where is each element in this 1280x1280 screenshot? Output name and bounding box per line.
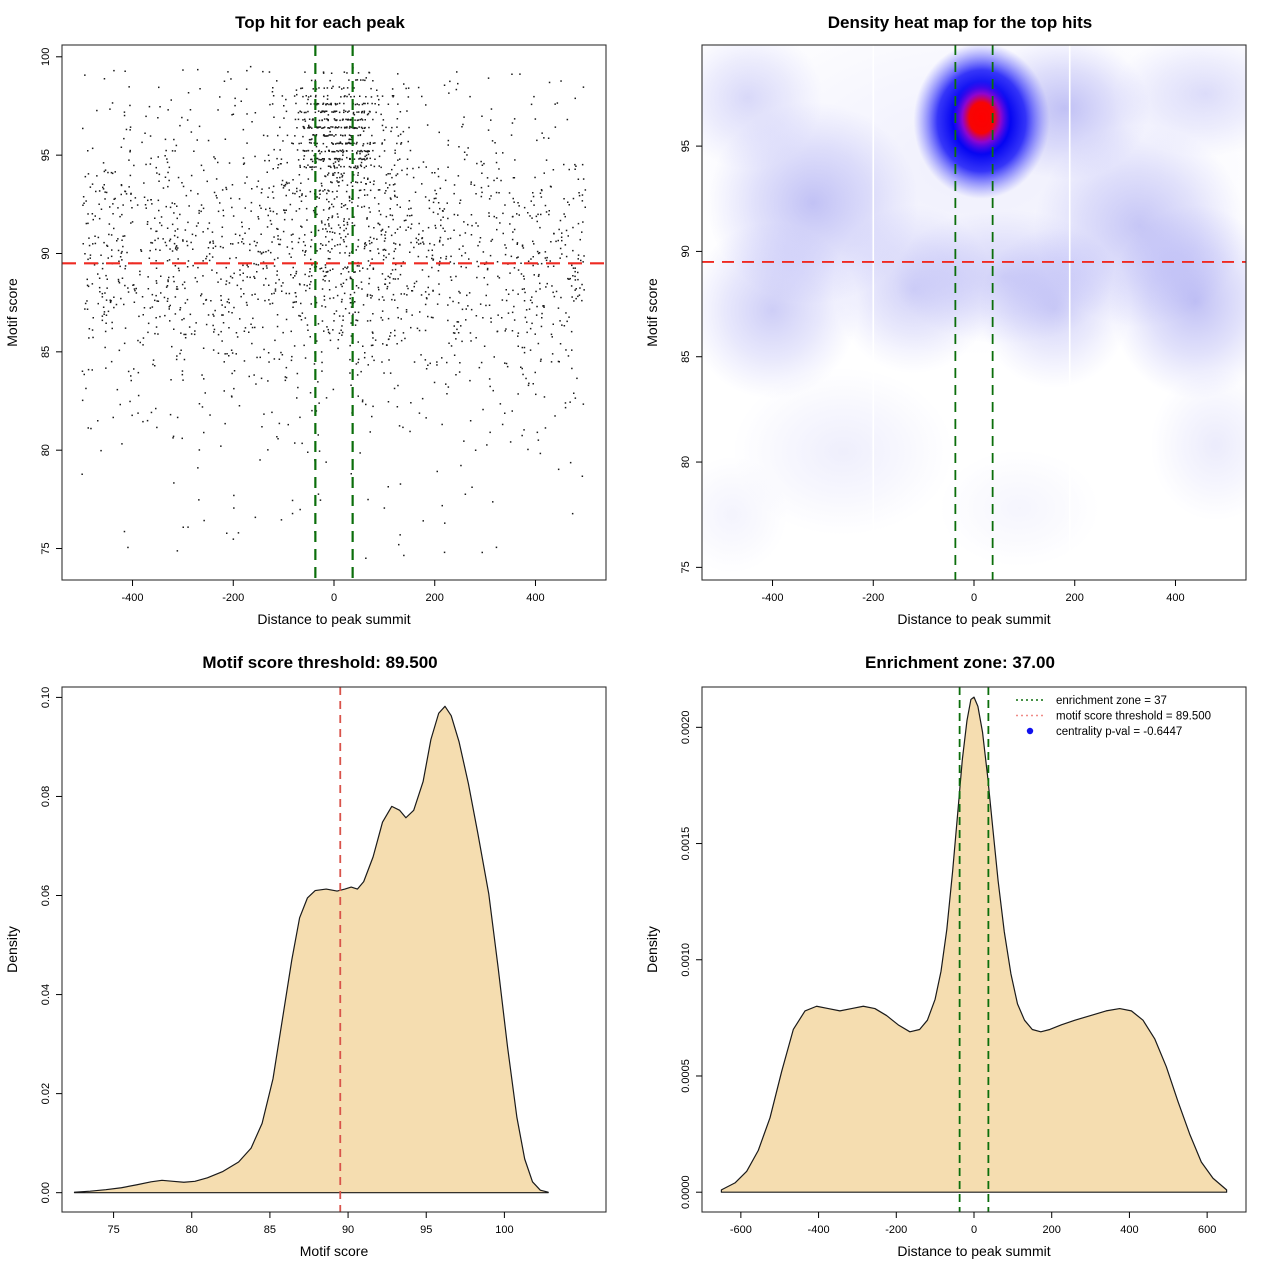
svg-text:centrality p-val = -0.6447: centrality p-val = -0.6447 [1056, 726, 1182, 738]
svg-text:600: 600 [1198, 1224, 1216, 1236]
svg-text:-200: -200 [885, 1224, 907, 1236]
svg-text:-200: -200 [222, 592, 244, 604]
svg-text:Motif score: Motif score [4, 278, 20, 347]
svg-text:motif score threshold = 89.500: motif score threshold = 89.500 [1056, 711, 1211, 723]
y-axis: 0.0000 0.0005 0.0010 0.0015 0.0020 Density [644, 710, 702, 1209]
svg-text:Density: Density [644, 926, 660, 973]
svg-text:90: 90 [680, 245, 692, 257]
svg-text:0: 0 [971, 592, 977, 604]
density-curve [73, 705, 549, 1194]
svg-text:75: 75 [40, 542, 52, 554]
x-axis: -600 -400 -200 0 200 400 600 Distance to peak s… [730, 1212, 1216, 1259]
svg-text:Distance to peak summit: Distance to peak summit [257, 611, 410, 627]
score-density-content [73, 705, 549, 1194]
svg-text:0.08: 0.08 [40, 786, 52, 807]
panel-title-heatmap: Density heat map for the top hits [827, 13, 1093, 32]
svg-text:90: 90 [342, 1224, 354, 1236]
svg-text:0.0015: 0.0015 [680, 827, 692, 861]
svg-text:85: 85 [680, 351, 692, 363]
svg-text:-600: -600 [730, 1224, 752, 1236]
panel-title-distance-density: Enrichment zone: 37.00 [865, 653, 1055, 672]
svg-text:0.0020: 0.0020 [680, 710, 692, 744]
svg-text:0.0000: 0.0000 [680, 1175, 692, 1209]
scatter-content [81, 65, 587, 559]
heatmap-content [702, 45, 1246, 580]
svg-text:-400: -400 [762, 592, 784, 604]
y-axis: 75 80 85 90 95 Motif score [644, 140, 702, 573]
svg-text:95: 95 [420, 1224, 432, 1236]
svg-text:-400: -400 [808, 1224, 830, 1236]
score-density-chart: 75 80 85 90 95 100 Motif score 0.00 0.02 0.04 0.06… [4, 686, 607, 1259]
x-axis: -400 -200 0 200 400 Distance to peak summit [122, 580, 545, 627]
panel-bottom-right: -600 -400 -200 0 200 400 600 Distance to peak s… [640, 640, 1280, 1280]
svg-text:Motif score: Motif score [644, 278, 660, 347]
svg-text:0.10: 0.10 [40, 687, 52, 708]
scatter-chart: -400 -200 0 200 400 Distance to peak summit 75… [4, 44, 607, 627]
svg-text:400: 400 [1166, 592, 1184, 604]
plot-box [61, 686, 607, 1213]
svg-text:80: 80 [186, 1224, 198, 1236]
panel-top-right: -400 -200 0 200 400 Distance to peak summit 75… [640, 0, 1280, 640]
y-axis: 0.00 0.02 0.04 0.06 0.08 0.10 Density [4, 687, 62, 1203]
distance-density-content [720, 696, 1228, 1193]
heat-blobs [702, 45, 1246, 574]
density-curve [720, 696, 1228, 1193]
svg-text:Motif score: Motif score [300, 1243, 369, 1259]
svg-text:100: 100 [40, 48, 52, 66]
svg-text:Distance to peak summit: Distance to peak summit [897, 611, 1050, 627]
svg-text:Distance to peak summit: Distance to peak summit [897, 1243, 1050, 1259]
svg-text:90: 90 [40, 247, 52, 259]
svg-text:400: 400 [526, 592, 544, 604]
svg-text:0.06: 0.06 [40, 885, 52, 906]
svg-text:200: 200 [1066, 592, 1084, 604]
x-axis: 75 80 85 90 95 100 Motif score [107, 1212, 514, 1259]
svg-text:0.0005: 0.0005 [680, 1059, 692, 1093]
x-axis: -400 -200 0 200 400 Distance to peak summit [762, 580, 1185, 627]
svg-text:80: 80 [40, 444, 52, 456]
svg-text:85: 85 [264, 1224, 276, 1236]
svg-text:0.0010: 0.0010 [680, 943, 692, 977]
legend: enrichment zone = 37 motif score threshol… [1016, 695, 1211, 738]
svg-text:-400: -400 [122, 592, 144, 604]
svg-text:0.04: 0.04 [40, 984, 52, 1005]
panel-title-score-density: Motif score threshold: 89.500 [202, 653, 438, 672]
svg-text:200: 200 [426, 592, 444, 604]
scatter-points [81, 65, 587, 559]
panel-title-scatter: Top hit for each peak [235, 13, 405, 32]
svg-text:0.02: 0.02 [40, 1083, 52, 1104]
svg-text:enrichment zone = 37: enrichment zone = 37 [1056, 695, 1167, 707]
heatmap-chart: -400 -200 0 200 400 Distance to peak summit 75… [644, 44, 1247, 627]
distance-density-chart: -600 -400 -200 0 200 400 600 Distance to peak s… [644, 686, 1247, 1259]
panel-top-left: -400 -200 0 200 400 Distance to peak summit 75… [0, 0, 640, 640]
svg-text:Density: Density [4, 926, 20, 973]
svg-text:400: 400 [1120, 1224, 1138, 1236]
panel-bottom-left: 75 80 85 90 95 100 Motif score 0.00 0.02 0.04 0.06… [0, 640, 640, 1280]
svg-text:80: 80 [680, 456, 692, 468]
svg-text:100: 100 [495, 1224, 513, 1236]
svg-text:95: 95 [40, 149, 52, 161]
svg-text:0: 0 [971, 1224, 977, 1236]
plot-box [61, 44, 607, 581]
svg-text:75: 75 [680, 561, 692, 573]
svg-text:85: 85 [40, 346, 52, 358]
svg-text:95: 95 [680, 140, 692, 152]
svg-text:0.00: 0.00 [40, 1182, 52, 1203]
svg-text:-200: -200 [862, 592, 884, 604]
svg-text:200: 200 [1043, 1224, 1061, 1236]
y-axis: 75 80 85 90 95 100 Motif score [4, 48, 62, 555]
svg-text:0: 0 [331, 592, 337, 604]
svg-text:75: 75 [107, 1224, 119, 1236]
